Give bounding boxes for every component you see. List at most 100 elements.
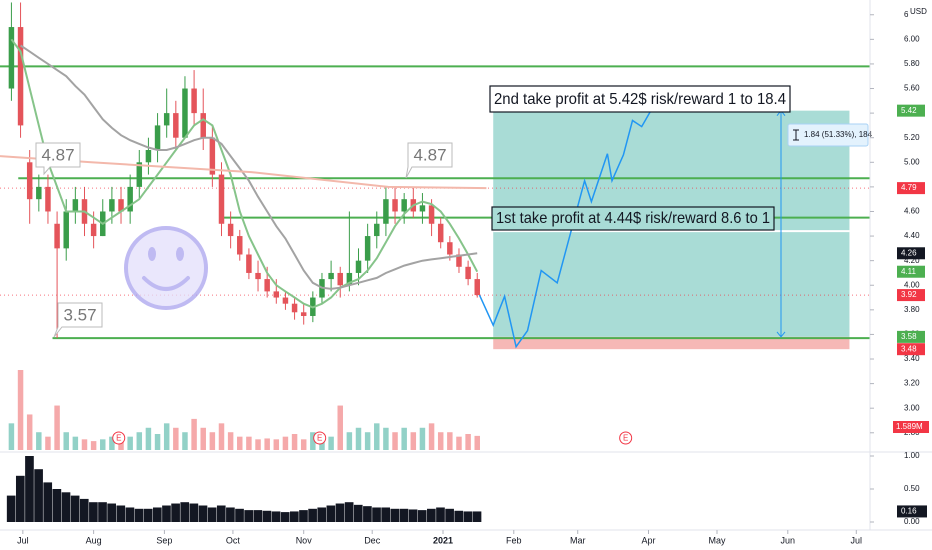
smiley-mouth — [142, 276, 190, 291]
y-tick-label: 5.80 — [904, 59, 920, 68]
y-tick-label: 3.00 — [904, 403, 920, 412]
indicator-bar — [262, 510, 272, 522]
candle-body — [63, 211, 69, 249]
event-label: E — [317, 434, 322, 443]
indicator-bar — [162, 505, 171, 522]
event-marker — [313, 431, 327, 445]
price-badge — [897, 343, 925, 356]
volume-bar — [118, 438, 124, 450]
candle-body — [419, 205, 426, 212]
volume-bar — [54, 405, 60, 450]
smiley — [124, 226, 208, 310]
indicator-bar — [271, 511, 281, 522]
candle-body — [218, 174, 225, 224]
indicator-bar — [125, 507, 135, 522]
candle-body — [364, 236, 371, 261]
volume-bar — [355, 427, 362, 450]
indicator-bar — [427, 508, 436, 522]
measure-icon — [793, 129, 799, 141]
candle-body — [118, 199, 124, 212]
volume-bar — [163, 423, 170, 450]
indicator-bar — [98, 502, 107, 522]
callout: 4.87 — [35, 142, 81, 176]
candle-body — [428, 205, 435, 224]
y-tick-label: 4.20 — [904, 256, 920, 265]
measure-text: 1.84 (51.33%), 184 — [804, 130, 873, 139]
x-tick-label: Feb — [506, 535, 522, 545]
y-tick-label: 6.00 — [904, 34, 920, 43]
candle-body — [437, 223, 444, 243]
candle-body — [255, 272, 261, 280]
candle-body — [465, 266, 471, 280]
candle-body — [374, 223, 380, 237]
volume-bar — [282, 436, 289, 450]
volume-bar — [26, 414, 33, 450]
candle-body — [136, 162, 143, 187]
volume-bar — [173, 427, 179, 450]
volume-bar — [36, 432, 42, 450]
annotation-text: 1st take profit at 4.44$ risk/reward 8.6… — [496, 210, 770, 227]
x-tick-label: Mar — [570, 535, 586, 545]
price-badge-label: 5.42 — [901, 106, 917, 115]
candle-body — [109, 199, 115, 212]
volume-bar — [465, 434, 471, 450]
x-tick-label: Jul — [851, 535, 863, 545]
volume-bar — [291, 434, 298, 450]
smiley-eye — [176, 247, 184, 261]
volume-bar — [392, 432, 398, 450]
y-tick-label: 3.80 — [904, 305, 920, 314]
candle-body — [383, 199, 389, 224]
x-tick-label: Sep — [156, 535, 172, 545]
indicator-bar — [152, 507, 162, 522]
projection-line — [478, 110, 652, 349]
indicator-bar — [25, 456, 34, 522]
indicator-bar — [198, 505, 208, 522]
y-tick-label: 5.60 — [904, 84, 920, 93]
volume-bar — [374, 423, 380, 450]
indicator-bar — [335, 503, 345, 522]
volume-bar — [474, 435, 480, 450]
candle-body — [291, 303, 298, 313]
candle-body — [145, 150, 152, 163]
indicator-bar — [399, 508, 409, 522]
candle-body — [337, 272, 343, 286]
candle-body — [237, 236, 243, 255]
volume-bar — [328, 436, 334, 450]
volume-badge-label: 1.589M — [896, 422, 923, 431]
volume-bar — [200, 427, 206, 450]
volume-bar — [300, 439, 307, 450]
price-badge — [897, 247, 925, 260]
y-tick-label: 6 — [904, 10, 909, 19]
volume-bar — [154, 434, 161, 450]
indicator-bar — [344, 502, 354, 522]
volume-bar — [145, 427, 152, 450]
candle-body — [54, 223, 60, 249]
x-tick-label: Jul — [17, 535, 29, 545]
price-badge — [897, 104, 925, 117]
volume-bar — [264, 438, 270, 450]
volume-bar — [100, 439, 106, 450]
indicator-bar — [180, 502, 190, 522]
volume-bar — [273, 439, 280, 450]
volume-bar — [410, 432, 417, 450]
indicator-bar — [290, 511, 299, 522]
callout-text: 4.87 — [41, 145, 74, 164]
indicator-bar — [89, 502, 98, 522]
y-tick-label: 5.20 — [904, 133, 920, 142]
candle-body — [154, 125, 161, 150]
indicator-bar — [207, 507, 217, 522]
candle-body — [282, 297, 289, 304]
volume-bar — [63, 432, 69, 450]
currency: USD — [910, 7, 927, 16]
measure-box — [787, 123, 869, 147]
candle-body — [182, 88, 188, 138]
volume-bar — [182, 432, 188, 450]
position-loss — [493, 336, 850, 350]
candle-body — [246, 254, 252, 273]
indicator-bar — [381, 507, 391, 522]
indicator-bar — [353, 504, 363, 522]
volume-bar — [81, 439, 88, 450]
indicator-bar — [436, 507, 445, 522]
candle-body — [328, 272, 334, 280]
